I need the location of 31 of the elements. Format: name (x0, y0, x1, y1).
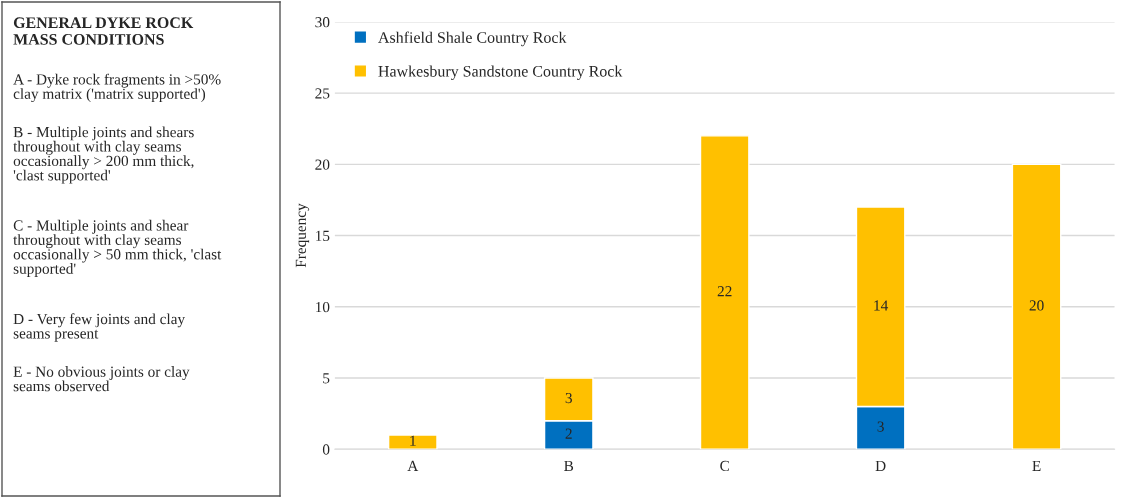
text: C - Multiple joints and shear throughout with clay seams occasionally > 50 mm thick, 'clast supported' (13, 219, 222, 277)
x-tick-label: B (564, 460, 574, 471)
data-label: 3 (877, 421, 884, 432)
text: D - Very few joints and clay seams present (13, 313, 186, 342)
text: B - Multiple joints and shears throughout with clay seams occasionally > 200 mm thick, 'clast supported' (13, 126, 194, 184)
text: A - Dyke rock fragments in >50% clay matrix ('matrix supported') (13, 73, 221, 103)
text: E - No obvious joints or clay seams observed (13, 366, 190, 392)
x-tick-label: E (1032, 460, 1041, 471)
x-tick-label: A (407, 460, 419, 471)
x-tick-label: D (875, 460, 886, 471)
y-tick-label: 20 (315, 159, 330, 170)
bar (699, 135, 750, 450)
legend-label: Hawkesbury Sandstone Country Rock (378, 65, 623, 80)
y-tick-label: 30 (315, 17, 330, 28)
y-tick-label: 5 (323, 373, 330, 384)
data-label: 2 (565, 428, 572, 439)
y-tick-label: 25 (315, 88, 330, 99)
legend-label: Ashfield Shale Country Rock (378, 31, 567, 47)
data-label: 22 (717, 286, 732, 297)
y-tick-label: 15 (316, 230, 330, 242)
y-axis-title: Frequency (295, 203, 310, 268)
y-tick-label: 10 (316, 301, 330, 313)
data-label: 20 (1029, 300, 1044, 311)
y-tick-label: 0 (322, 444, 330, 455)
data-label: 14 (874, 300, 889, 311)
data-label: 3 (565, 392, 572, 404)
bar (1011, 163, 1062, 450)
text: GENERAL DYKE ROCK MASS CONDITIONS (13, 17, 194, 45)
data-label: 1 (410, 435, 416, 446)
bar (387, 434, 438, 450)
x-tick-label: C (720, 460, 729, 472)
